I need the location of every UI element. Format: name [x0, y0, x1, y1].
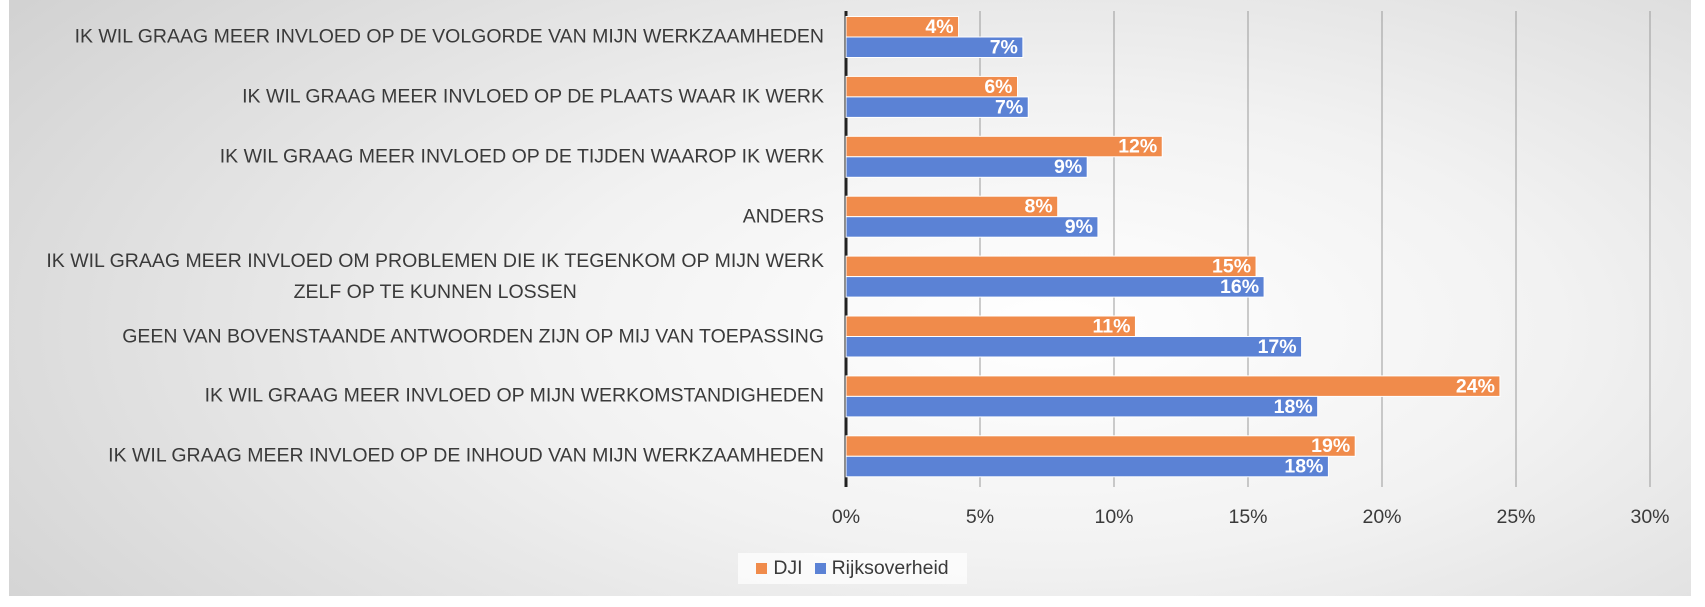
- legend-swatch: [756, 563, 768, 574]
- bar: [845, 255, 1257, 278]
- legend-item: DJI: [756, 557, 803, 579]
- legend-label: Rijksoverheid: [831, 557, 949, 579]
- legend-box: DJI Rijksoverheid: [738, 553, 967, 584]
- category-text: IK WIL GRAAG MEER INVLOED OP DE VOLGORDE…: [74, 25, 824, 48]
- x-tick-label: 0%: [832, 506, 860, 528]
- x-tick-label: 15%: [1228, 506, 1267, 528]
- x-tick-label: 30%: [1630, 506, 1669, 528]
- bar: [845, 216, 1099, 238]
- data-label: 18%: [1284, 456, 1323, 478]
- legend-item: Rijksoverheid: [814, 557, 949, 579]
- data-label: 19%: [1311, 435, 1350, 457]
- x-tick-label: 20%: [1362, 506, 1401, 528]
- bar: [845, 276, 1265, 298]
- bar: [845, 435, 1356, 457]
- bar: [845, 156, 1088, 178]
- data-label: 17%: [1258, 336, 1297, 358]
- category-label: GEEN VAN BOVENSTAANDE ANTWOORDEN ZIJN OP…: [10, 321, 824, 352]
- data-label: 12%: [1118, 136, 1157, 158]
- category-label: IK WIL GRAAG MEER INVLOED OP DE INHOUD V…: [10, 441, 824, 472]
- data-label: 8%: [1025, 196, 1053, 218]
- bar: [845, 395, 1319, 418]
- data-label: 15%: [1212, 256, 1251, 278]
- data-label: 4%: [925, 16, 953, 38]
- category-text: IK WIL GRAAG MEER INVLOED OM PROBLEMEN D…: [46, 249, 824, 303]
- bar: [845, 375, 1501, 397]
- bar: [845, 455, 1329, 478]
- data-label: 9%: [1054, 156, 1082, 178]
- category-text: GEEN VAN BOVENSTAANDE ANTWOORDEN ZIJN OP…: [122, 325, 824, 347]
- x-tick-label: 10%: [1094, 506, 1133, 528]
- data-label: 9%: [1065, 216, 1093, 238]
- category-label: IK WIL GRAAG MEER INVLOED OP DE VOLGORDE…: [10, 22, 824, 53]
- data-label: 16%: [1220, 276, 1259, 298]
- category-label: IK WIL GRAAG MEER INVLOED OP MIJN WERKOM…: [10, 381, 824, 412]
- data-label: 24%: [1456, 375, 1495, 397]
- category-label: IK WIL GRAAG MEER INVLOED OP DE TIJDEN W…: [10, 141, 824, 172]
- category-text: IK WIL GRAAG MEER INVLOED OP DE INHOUD V…: [108, 444, 824, 467]
- bar: [845, 336, 1303, 358]
- x-tick-label: 5%: [966, 506, 994, 528]
- category-text: IK WIL GRAAG MEER INVLOED OP DE PLAATS W…: [242, 85, 824, 108]
- category-label: IK WIL GRAAG MEER INVLOED OM PROBLEMEN D…: [10, 246, 824, 308]
- data-label: 7%: [990, 36, 1018, 58]
- category-text: ANDERS: [742, 205, 824, 228]
- data-label: 18%: [1274, 396, 1313, 418]
- legend: DJI Rijksoverheid: [0, 553, 1705, 584]
- category-label: IK WIL GRAAG MEER INVLOED OP DE PLAATS W…: [10, 81, 824, 112]
- bar: [845, 36, 1024, 58]
- data-label: 11%: [1092, 315, 1130, 337]
- category-text: IK WIL GRAAG MEER INVLOED OP MIJN WERKOM…: [204, 384, 824, 407]
- data-label: 6%: [984, 76, 1012, 98]
- data-label: 7%: [995, 96, 1023, 118]
- category-label: ANDERS: [10, 201, 824, 232]
- category-text: IK WIL GRAAG MEER INVLOED OP DE TIJDEN W…: [219, 145, 824, 168]
- x-tick-label: 25%: [1496, 506, 1535, 528]
- bar: [845, 96, 1029, 118]
- bar: [845, 135, 1163, 158]
- legend-swatch: [814, 563, 826, 574]
- legend-label: DJI: [773, 557, 803, 579]
